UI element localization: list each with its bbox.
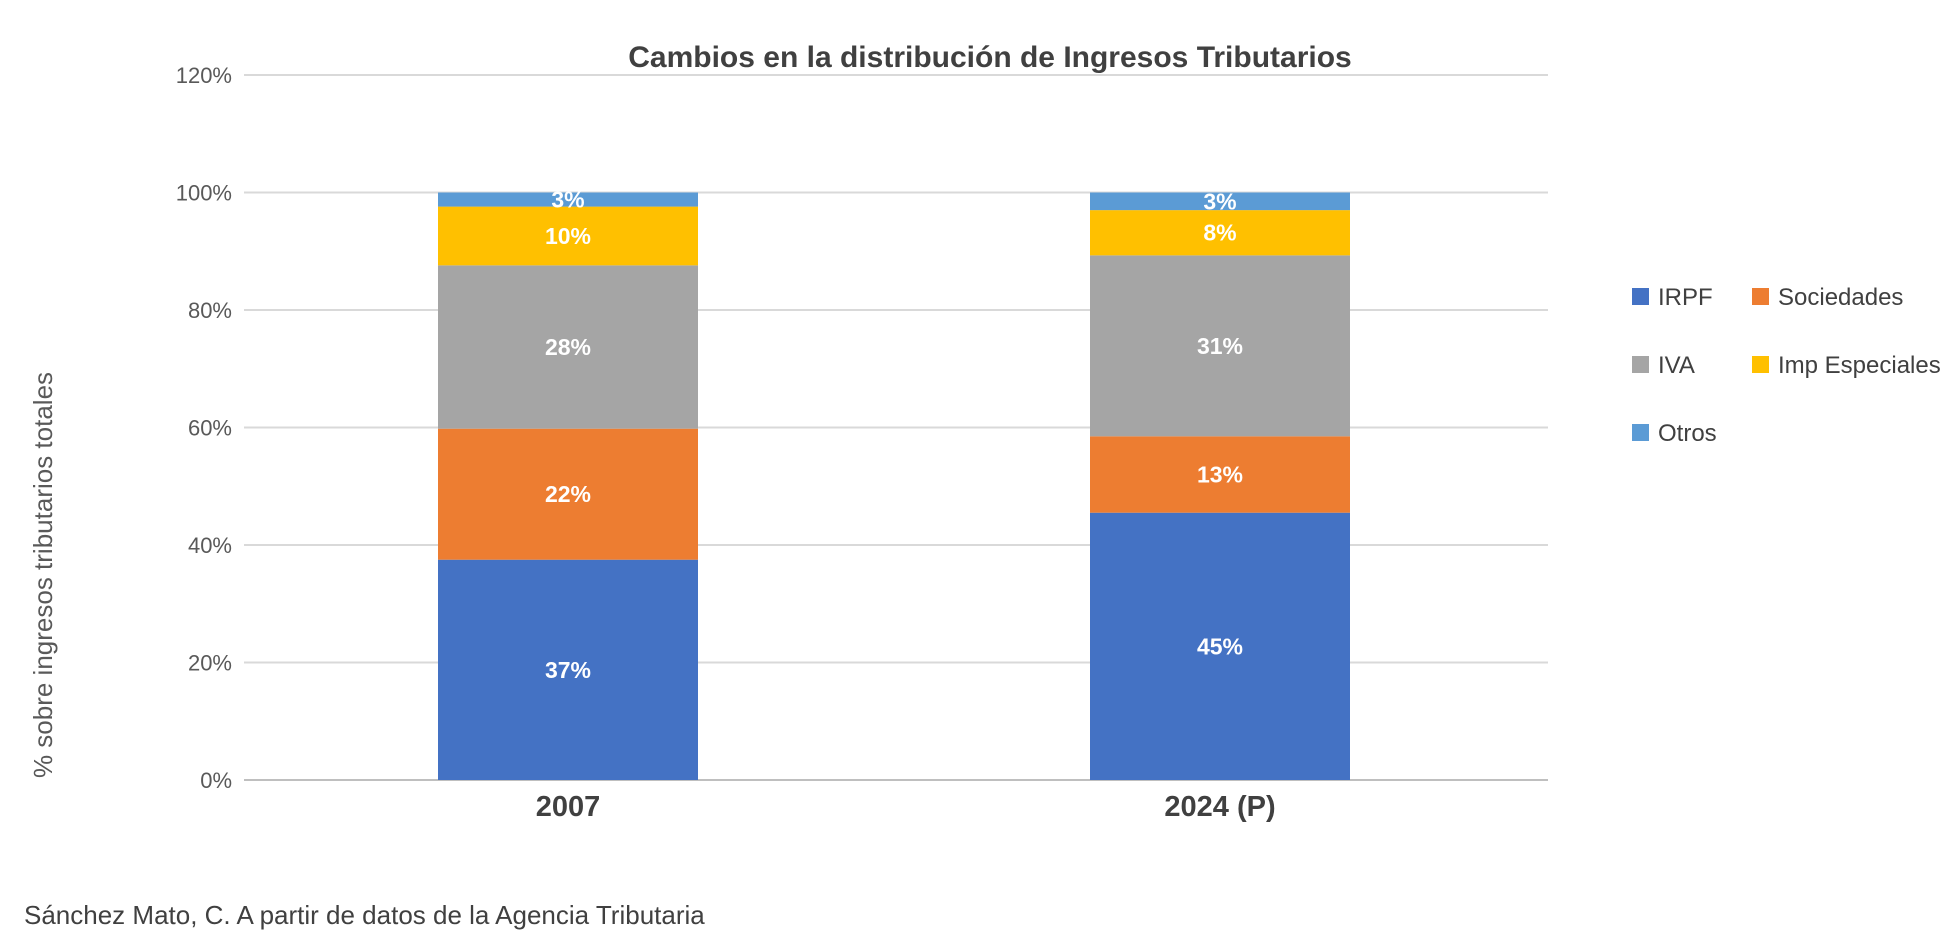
bar-segment-iva: [1090, 255, 1350, 437]
legend-label: Sociedades: [1778, 284, 1903, 311]
legend: IRPF Sociedades IVA Imp Especiales Otros: [1632, 284, 1941, 447]
chart-title: Cambios en la distribución de Ingresos T…: [628, 41, 1351, 74]
bar-segment-otros: [1090, 192, 1350, 211]
x-category-label: 2007: [536, 791, 601, 823]
y-axis-title: % sobre ingresos tributarios totales: [28, 372, 58, 778]
data-label: 22%: [545, 481, 591, 507]
legend-label: IVA: [1658, 352, 1695, 379]
legend-label: IRPF: [1658, 284, 1713, 311]
x-axis-category-labels: 2007 2024 (P): [536, 791, 1276, 823]
bar-segment-irpf: [438, 559, 698, 780]
data-label: 3%: [1203, 188, 1236, 214]
bar-segment-imp-especiales: [1090, 210, 1350, 256]
data-label: 45%: [1197, 633, 1243, 659]
bar-segment-sociedades: [1090, 436, 1350, 513]
legend-swatch: [1632, 356, 1649, 373]
legend-label: Otros: [1658, 420, 1717, 447]
data-label: 28%: [545, 334, 591, 360]
legend-label: Imp Especiales: [1778, 352, 1941, 379]
bar-segment-imp-especiales: [438, 206, 698, 266]
legend-swatch: [1632, 288, 1649, 305]
data-label: 8%: [1203, 220, 1236, 246]
data-label: 10%: [545, 223, 591, 249]
legend-swatch: [1752, 288, 1769, 305]
data-label: 31%: [1197, 333, 1243, 359]
bar-segment-sociedades: [438, 428, 698, 560]
bar-segment-otros: [438, 192, 698, 207]
source-note: Sánchez Mato, C. A partir de datos de la…: [24, 900, 705, 930]
data-label: 13%: [1197, 462, 1243, 488]
y-tick-label: 100%: [176, 181, 232, 206]
data-label: 3%: [551, 187, 584, 213]
y-tick-label: 0%: [200, 768, 232, 793]
y-axis-ticks: 0% 20% 40% 60% 80% 100% 120%: [176, 63, 232, 793]
bar-segment-irpf: [1090, 512, 1350, 780]
y-tick-label: 40%: [188, 533, 232, 558]
y-tick-label: 120%: [176, 63, 232, 88]
y-tick-label: 80%: [188, 298, 232, 323]
y-tick-label: 20%: [188, 651, 232, 676]
legend-swatch: [1752, 356, 1769, 373]
bar-segment-iva: [438, 265, 698, 429]
data-label: 37%: [545, 657, 591, 683]
legend-swatch: [1632, 424, 1649, 441]
data-labels: 37% 22% 28% 10% 3% 45% 13% 31% 8% 3%: [545, 187, 1243, 683]
bars: [438, 192, 1350, 780]
x-category-label: 2024 (P): [1164, 791, 1275, 823]
y-tick-label: 60%: [188, 416, 232, 441]
